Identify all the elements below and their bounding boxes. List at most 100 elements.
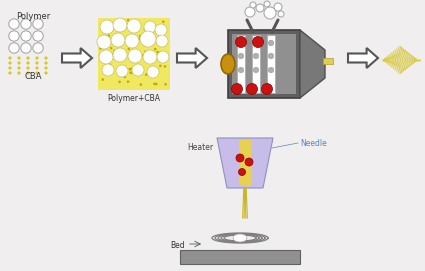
Circle shape bbox=[114, 56, 117, 59]
Circle shape bbox=[245, 7, 255, 17]
Circle shape bbox=[105, 67, 108, 70]
Circle shape bbox=[149, 52, 152, 54]
Circle shape bbox=[134, 66, 137, 69]
Circle shape bbox=[261, 83, 272, 95]
Circle shape bbox=[17, 71, 20, 75]
Circle shape bbox=[253, 40, 259, 46]
Circle shape bbox=[164, 83, 167, 86]
Circle shape bbox=[110, 47, 113, 50]
Ellipse shape bbox=[233, 234, 247, 242]
Circle shape bbox=[21, 43, 31, 53]
Circle shape bbox=[264, 1, 270, 7]
Circle shape bbox=[268, 40, 274, 46]
Circle shape bbox=[118, 80, 121, 83]
Circle shape bbox=[156, 35, 168, 47]
Circle shape bbox=[134, 70, 137, 72]
Circle shape bbox=[138, 37, 140, 40]
Text: Heater: Heater bbox=[187, 144, 213, 153]
Circle shape bbox=[111, 33, 125, 47]
Circle shape bbox=[26, 66, 30, 70]
Circle shape bbox=[268, 67, 274, 73]
Circle shape bbox=[17, 66, 20, 70]
Circle shape bbox=[117, 53, 119, 55]
Circle shape bbox=[132, 64, 144, 76]
Circle shape bbox=[9, 43, 19, 53]
Circle shape bbox=[8, 56, 11, 60]
Circle shape bbox=[102, 78, 104, 81]
Circle shape bbox=[245, 158, 253, 166]
Circle shape bbox=[155, 24, 167, 36]
FancyBboxPatch shape bbox=[98, 18, 170, 90]
Circle shape bbox=[121, 39, 123, 42]
Text: CBA: CBA bbox=[24, 72, 42, 81]
Circle shape bbox=[161, 28, 163, 30]
Circle shape bbox=[129, 71, 132, 74]
Circle shape bbox=[145, 73, 147, 76]
Circle shape bbox=[238, 67, 244, 73]
Circle shape bbox=[164, 65, 166, 68]
Circle shape bbox=[238, 53, 244, 59]
Polygon shape bbox=[348, 48, 378, 68]
Circle shape bbox=[159, 64, 162, 67]
Circle shape bbox=[104, 72, 107, 74]
FancyBboxPatch shape bbox=[180, 250, 300, 264]
Circle shape bbox=[35, 56, 39, 60]
Circle shape bbox=[116, 65, 128, 77]
Circle shape bbox=[9, 31, 19, 41]
Circle shape bbox=[142, 54, 145, 57]
Text: Bed: Bed bbox=[170, 240, 185, 250]
Circle shape bbox=[44, 71, 48, 75]
Circle shape bbox=[246, 83, 258, 95]
Circle shape bbox=[33, 19, 43, 29]
Circle shape bbox=[100, 20, 114, 34]
Circle shape bbox=[165, 55, 168, 58]
Polygon shape bbox=[217, 138, 273, 188]
FancyBboxPatch shape bbox=[232, 34, 296, 94]
Circle shape bbox=[124, 76, 126, 78]
Circle shape bbox=[156, 51, 159, 53]
Text: Needle: Needle bbox=[300, 138, 327, 147]
Circle shape bbox=[103, 43, 106, 46]
Circle shape bbox=[97, 35, 111, 49]
Circle shape bbox=[35, 62, 39, 64]
Circle shape bbox=[153, 54, 156, 57]
Circle shape bbox=[238, 40, 244, 46]
FancyBboxPatch shape bbox=[267, 35, 275, 93]
Circle shape bbox=[127, 19, 141, 33]
Circle shape bbox=[130, 67, 133, 70]
FancyBboxPatch shape bbox=[237, 35, 245, 93]
Circle shape bbox=[252, 37, 264, 47]
Circle shape bbox=[99, 47, 102, 50]
Circle shape bbox=[113, 18, 127, 32]
Circle shape bbox=[125, 23, 127, 26]
Polygon shape bbox=[300, 30, 325, 98]
Circle shape bbox=[130, 72, 133, 74]
Circle shape bbox=[35, 71, 39, 75]
Circle shape bbox=[21, 31, 31, 41]
Ellipse shape bbox=[221, 54, 235, 74]
Circle shape bbox=[128, 49, 142, 63]
Circle shape bbox=[113, 52, 115, 55]
Circle shape bbox=[162, 20, 164, 23]
FancyBboxPatch shape bbox=[228, 30, 300, 98]
Circle shape bbox=[17, 62, 20, 64]
Circle shape bbox=[236, 154, 244, 162]
Circle shape bbox=[140, 31, 156, 47]
Circle shape bbox=[144, 28, 146, 30]
Circle shape bbox=[26, 56, 30, 60]
Circle shape bbox=[128, 68, 131, 70]
Circle shape bbox=[264, 7, 276, 19]
FancyBboxPatch shape bbox=[323, 58, 333, 64]
Circle shape bbox=[125, 34, 139, 48]
Circle shape bbox=[120, 50, 122, 53]
Circle shape bbox=[124, 51, 127, 54]
Circle shape bbox=[139, 83, 142, 86]
Circle shape bbox=[26, 62, 30, 64]
Polygon shape bbox=[177, 48, 207, 68]
Circle shape bbox=[143, 50, 157, 64]
Circle shape bbox=[44, 62, 48, 64]
Circle shape bbox=[111, 69, 113, 72]
Circle shape bbox=[232, 83, 243, 95]
Circle shape bbox=[33, 43, 43, 53]
FancyBboxPatch shape bbox=[252, 35, 260, 93]
